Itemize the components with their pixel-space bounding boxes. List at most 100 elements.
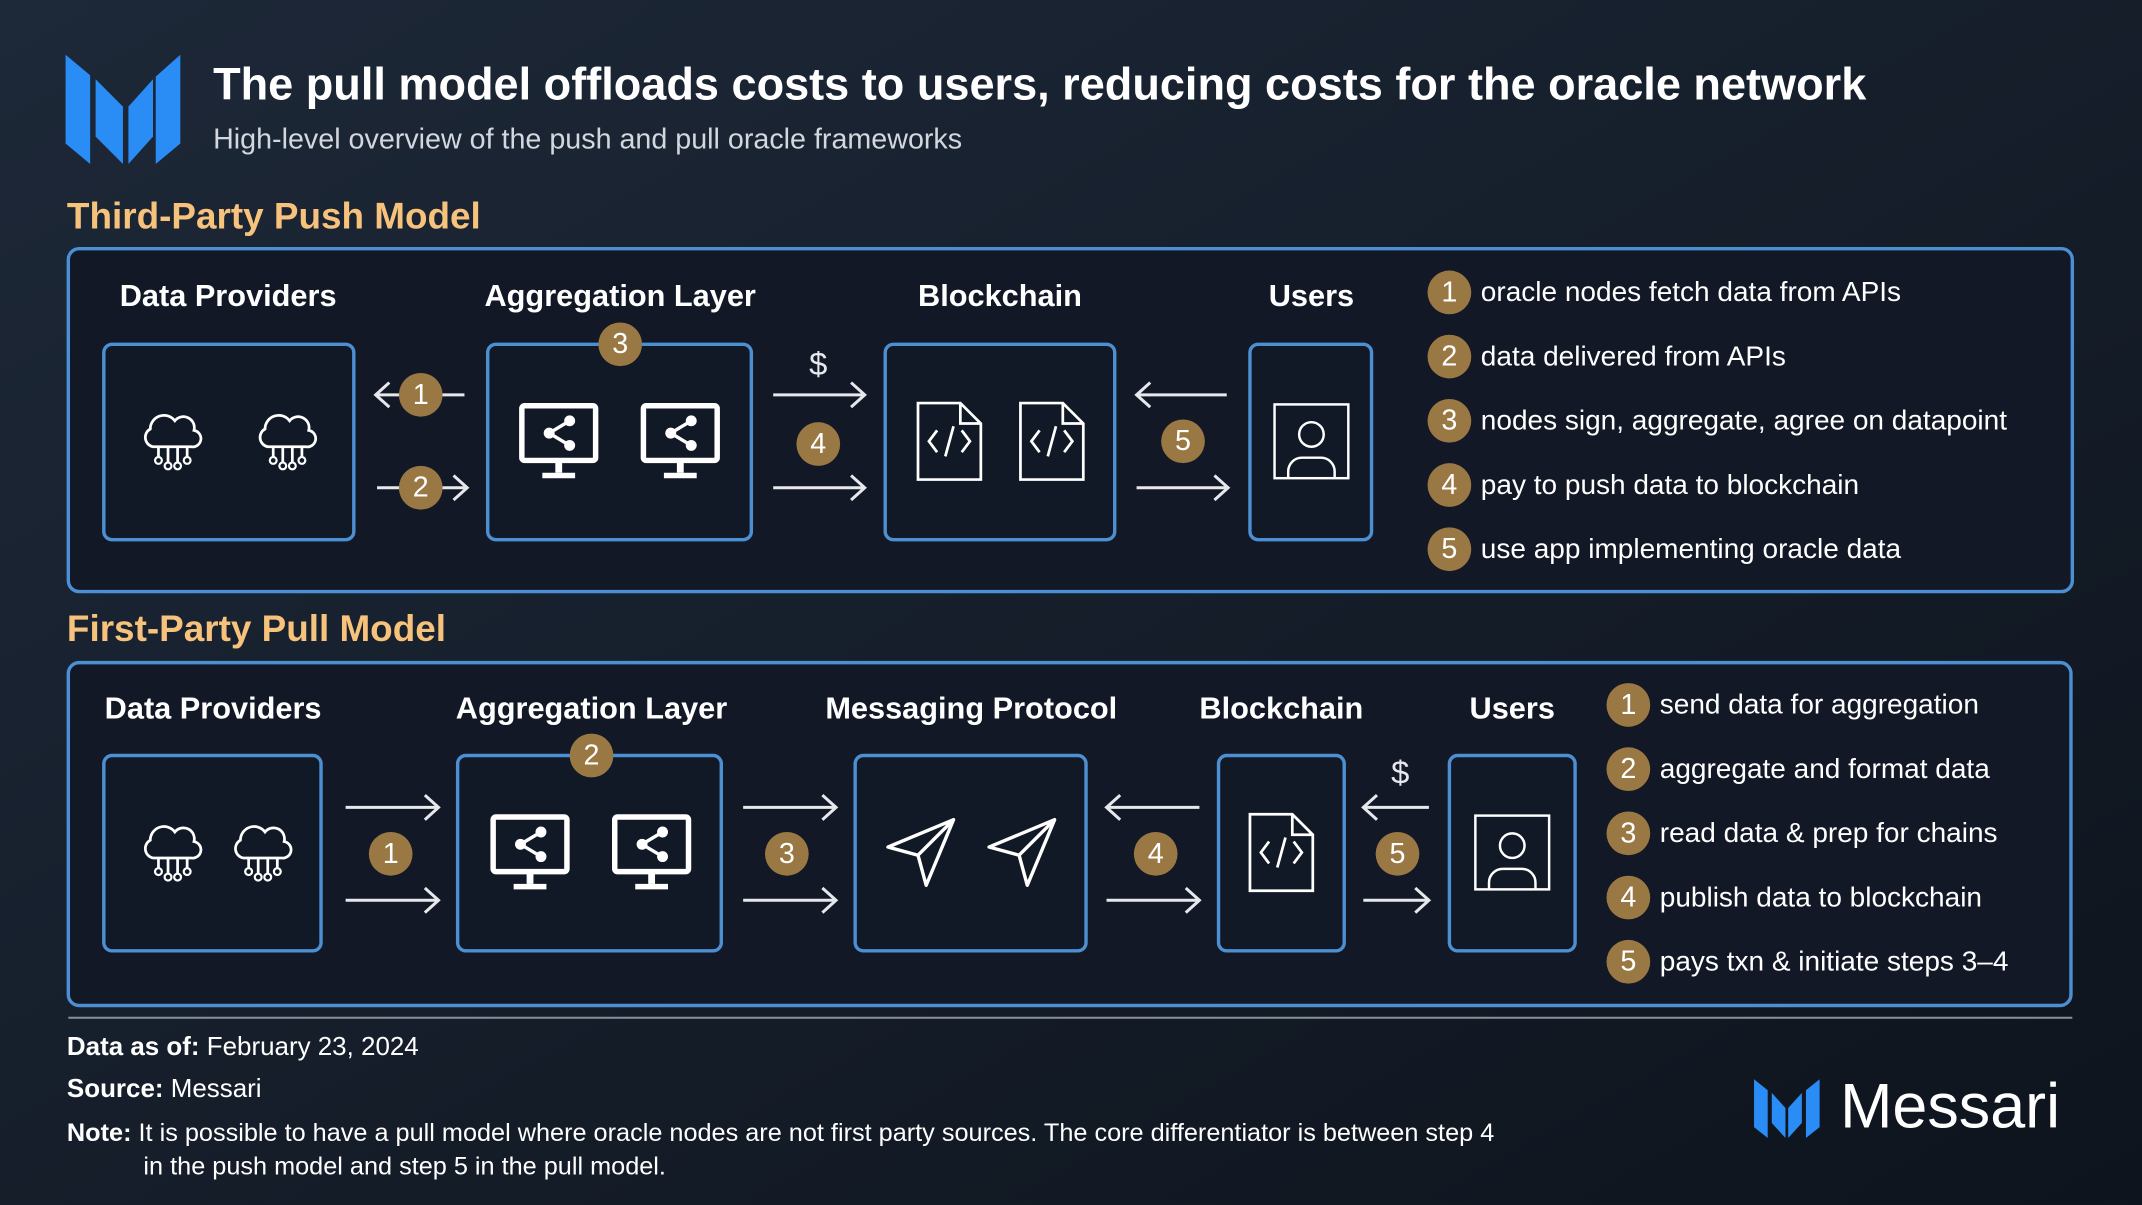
share-dot (657, 851, 669, 863)
share-dot (564, 439, 576, 451)
arrow (743, 793, 839, 821)
bracket (927, 429, 939, 454)
step-number: 2 (584, 739, 600, 771)
badge-circle (796, 422, 841, 466)
label: Note: (67, 1119, 132, 1147)
step-badge: 4 (1133, 832, 1178, 876)
step-number: 2 (1620, 753, 1636, 785)
head (423, 886, 441, 914)
step-number: 5 (1390, 838, 1406, 870)
logo (65, 54, 181, 164)
step-text: send data for aggregation (1660, 689, 1979, 720)
data-as-of: Data as of: February 23, 2024 (67, 1033, 419, 1061)
cloud-icon (234, 825, 293, 882)
body (1487, 867, 1537, 890)
slash (944, 425, 955, 457)
column-title: Data Providers (105, 691, 322, 726)
document-icon (1019, 401, 1085, 481)
badge-circle (398, 373, 443, 417)
document-icon (916, 401, 983, 481)
column-title: Aggregation Layer (456, 691, 727, 726)
cloud (234, 825, 293, 860)
node (182, 867, 192, 877)
node (287, 461, 297, 471)
node (297, 455, 307, 465)
step-number: 2 (413, 472, 429, 504)
node (268, 455, 278, 465)
arrow (1361, 793, 1429, 821)
step-number: 1 (413, 379, 429, 411)
node (253, 872, 263, 882)
section-title: Third-Party Push Model (67, 195, 481, 236)
step-badge: 5 (1161, 419, 1205, 464)
step-text: read data & prep for chains (1660, 817, 1998, 848)
step-number: 4 (810, 428, 826, 460)
step-number: 5 (1175, 425, 1191, 457)
node (163, 461, 173, 471)
head (1134, 381, 1152, 409)
stage-box (455, 753, 723, 953)
document-icon (1248, 812, 1315, 893)
node (173, 872, 183, 882)
badge-circle (1427, 334, 1472, 379)
badge-circle (569, 733, 614, 778)
step-number: 3 (1441, 405, 1457, 437)
share-dot (636, 838, 648, 850)
monitor-icon (640, 403, 720, 479)
push-model: Third-Party Push Model Data Providers Aggr… (66, 195, 2075, 594)
badge-circle (1606, 811, 1651, 856)
step-badge: 5 (1375, 832, 1420, 876)
badge-circle (1606, 683, 1651, 727)
stage-box (485, 342, 754, 542)
step-badge: 2 (1427, 334, 1472, 379)
step-badge: 3 (598, 322, 643, 367)
badge-circle (1133, 832, 1178, 876)
node (163, 872, 173, 882)
node (153, 455, 163, 465)
step-badge: 2 (398, 465, 443, 510)
step-badge: 4 (1606, 875, 1651, 920)
plane (987, 817, 1057, 887)
head (423, 793, 441, 821)
head (1184, 886, 1202, 914)
head (1498, 832, 1526, 860)
subtitle: High-level overview of the push and pull… (213, 123, 962, 155)
arrow (1104, 793, 1200, 821)
monitor-icon (490, 814, 570, 890)
step-text: oracle nodes fetch data from APIs (1481, 276, 1901, 307)
step-badge: 1 (368, 832, 413, 876)
badge-circle (598, 322, 643, 367)
column-title: Users (1470, 691, 1555, 726)
brand: Messari (1840, 1071, 2060, 1141)
badge-circle (765, 832, 809, 876)
head (452, 474, 470, 502)
arrow (773, 474, 867, 502)
step-badge: 1 (1427, 270, 1472, 315)
column-title: Aggregation Layer (484, 278, 755, 313)
plane-icon (987, 817, 1057, 887)
page (916, 401, 983, 481)
step-text: pays txn & initiate steps 3–4 (1660, 946, 2009, 977)
plane (886, 817, 956, 887)
column-title: Messaging Protocol (825, 691, 1117, 726)
arrow (1363, 886, 1432, 914)
cloud-icon (143, 414, 203, 471)
arrow (345, 886, 441, 914)
cloud-icon (258, 414, 318, 471)
pull-model: First-Party Pull Model Data Providers Aggr… (66, 608, 2073, 1008)
step-number: 4 (1620, 882, 1636, 914)
step-badge: 4 (1427, 463, 1472, 507)
step-badge: 1 (1606, 683, 1651, 727)
badge-circle (1427, 398, 1472, 443)
user-icon (1474, 814, 1551, 891)
step-number: 4 (1441, 469, 1457, 501)
node (278, 461, 288, 471)
step-badge: 4 (796, 422, 841, 466)
share-dot (685, 415, 697, 427)
badge-circle (1606, 747, 1651, 792)
badge-circle (1427, 270, 1472, 315)
head (850, 474, 867, 502)
frame (1273, 403, 1350, 480)
